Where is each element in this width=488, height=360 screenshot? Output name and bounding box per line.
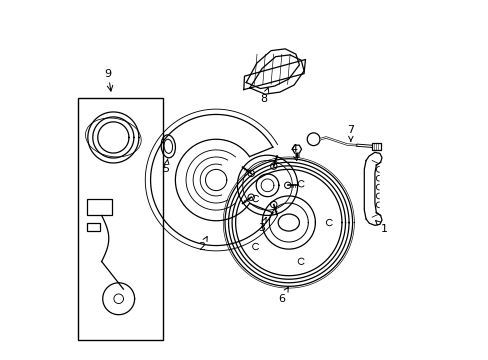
Bar [371,143,380,149]
Text: 1: 1 [375,221,387,234]
Text: 7: 7 [346,125,354,141]
Bar [86,199,111,215]
Text: 4: 4 [290,144,297,161]
Text: 6: 6 [278,287,288,304]
Text: 8: 8 [260,88,268,104]
Bar [87,222,100,231]
Bar [78,99,163,339]
Text: 2: 2 [197,237,207,252]
Text: 3: 3 [258,217,265,233]
Text: 9: 9 [104,69,111,79]
Text: 5: 5 [162,159,169,174]
